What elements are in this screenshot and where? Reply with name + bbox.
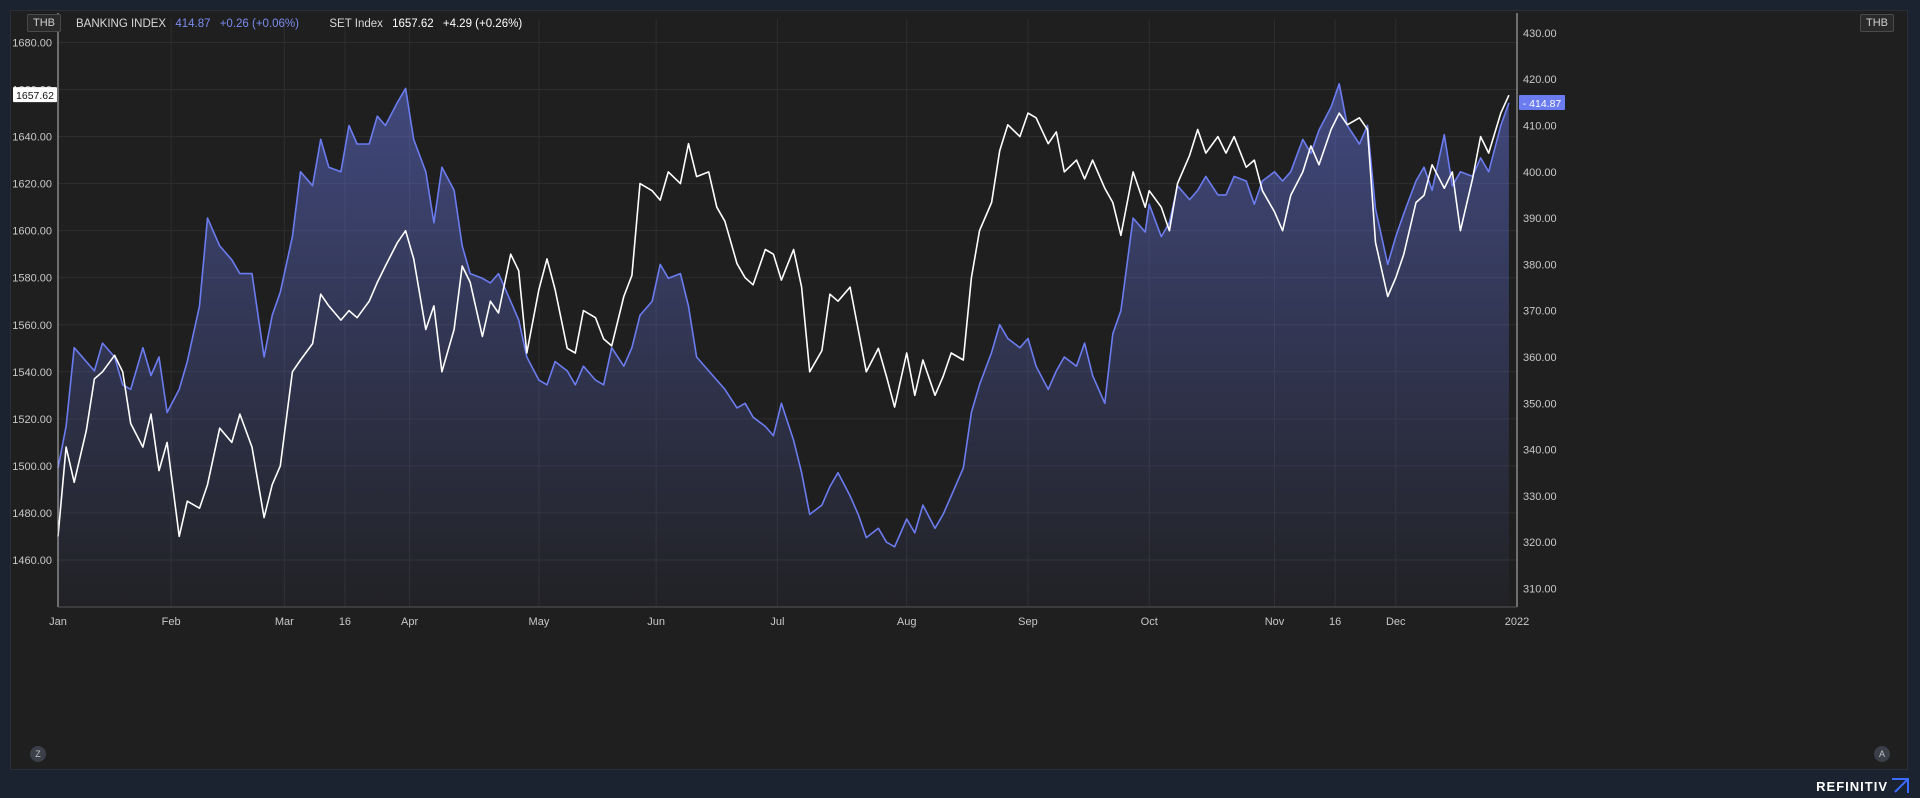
x-tick-label: 16: [1329, 616, 1341, 628]
right-tick-label: 400.00: [1523, 167, 1557, 179]
chart-frame: Jan Feb Mar 16 Apr May Jun Jul Aug Sep Oct Nov 16 Dec…: [10, 10, 1908, 770]
x-tick-label: Aug: [897, 616, 917, 628]
set-index-line: [57, 94, 1510, 538]
axes: Jan Feb Mar 16 Apr May Jun Jul Aug Sep Oct Nov 16 Dec…: [12, 13, 1565, 628]
left-tick-label: 1580.00: [12, 273, 52, 285]
right-tick-label: 410.00: [1523, 120, 1557, 132]
right-tick-label: 390.00: [1523, 213, 1557, 225]
right-tick-label: 430.00: [1523, 28, 1557, 40]
left-tick-label: 1460.00: [12, 555, 52, 567]
right-tick-label: 330.00: [1523, 491, 1557, 503]
set-last-value-badge: [13, 87, 57, 103]
chart-legend: BANKING INDEX 414.87 +0.26 (+0.06%) SET …: [76, 18, 528, 30]
x-tick-label: 2022: [1505, 616, 1529, 628]
right-tick-label: 360.00: [1523, 352, 1557, 364]
left-tick-label: 1540.00: [12, 367, 52, 379]
x-tick-label: Nov: [1265, 616, 1285, 628]
left-tick-label: 1480.00: [12, 508, 52, 520]
series-layer: [57, 83, 1510, 608]
auto-scale-button[interactable]: A: [1874, 746, 1890, 762]
right-tick-label: 340.00: [1523, 445, 1557, 457]
right-currency-label: THB: [1860, 14, 1894, 32]
x-tick-label: Oct: [1141, 616, 1158, 628]
banking-index-name[interactable]: BANKING INDEX: [76, 18, 167, 30]
x-tick-label: Mar: [275, 616, 294, 628]
x-tick-label: Jan: [49, 616, 67, 628]
banking-index-last: 414.87: [175, 18, 211, 30]
right-tick-label: 370.00: [1523, 306, 1557, 318]
left-tick-label: 1620.00: [12, 179, 52, 191]
x-tick-label: Apr: [401, 616, 418, 628]
left-tick-label: 1640.00: [12, 132, 52, 144]
zoom-button[interactable]: Z: [30, 746, 46, 762]
banking-last-value-badge: [1519, 94, 1565, 110]
set-index-name[interactable]: SET Index: [329, 18, 383, 30]
left-currency-label: THB: [27, 14, 61, 32]
x-tick-label: 16: [339, 616, 351, 628]
banking-last-value-label: - 414.87: [1523, 98, 1562, 110]
x-tick-label: Jul: [770, 616, 784, 628]
brand-logo-text: REFINITIV: [1816, 779, 1888, 794]
left-tick-label: 1680.00: [12, 38, 52, 50]
line-chart[interactable]: Jan Feb Mar 16 Apr May Jun Jul Aug Sep Oct Nov 16 Dec…: [11, 11, 1907, 769]
right-tick-label: 310.00: [1523, 583, 1557, 595]
left-tick-label: 1600.00: [12, 226, 52, 238]
right-tick-label: 350.00: [1523, 398, 1557, 410]
set-index-change: +4.29 (+0.26%): [442, 18, 523, 30]
right-tick-label: 420.00: [1523, 74, 1557, 86]
left-tick-label: 1520.00: [12, 414, 52, 426]
set-last-value-label: 1657.62: [16, 90, 54, 102]
refinitiv-logo-icon: [1892, 778, 1909, 793]
right-tick-label: 320.00: [1523, 537, 1557, 549]
banking-index-area: [58, 83, 1509, 608]
x-tick-label: Sep: [1018, 616, 1038, 628]
set-index-last: 1657.62: [392, 18, 434, 30]
banking-index-change: +0.26 (+0.06%): [219, 18, 299, 30]
right-tick-label: 380.00: [1523, 259, 1557, 271]
x-tick-label: May: [529, 616, 550, 628]
x-tick-label: Dec: [1386, 616, 1406, 628]
left-tick-label: 1500.00: [12, 461, 52, 473]
left-tick-label: 1560.00: [12, 320, 52, 332]
x-tick-label: Feb: [162, 616, 181, 628]
banking-index-line: [57, 83, 1510, 548]
x-tick-label: Jun: [647, 616, 665, 628]
